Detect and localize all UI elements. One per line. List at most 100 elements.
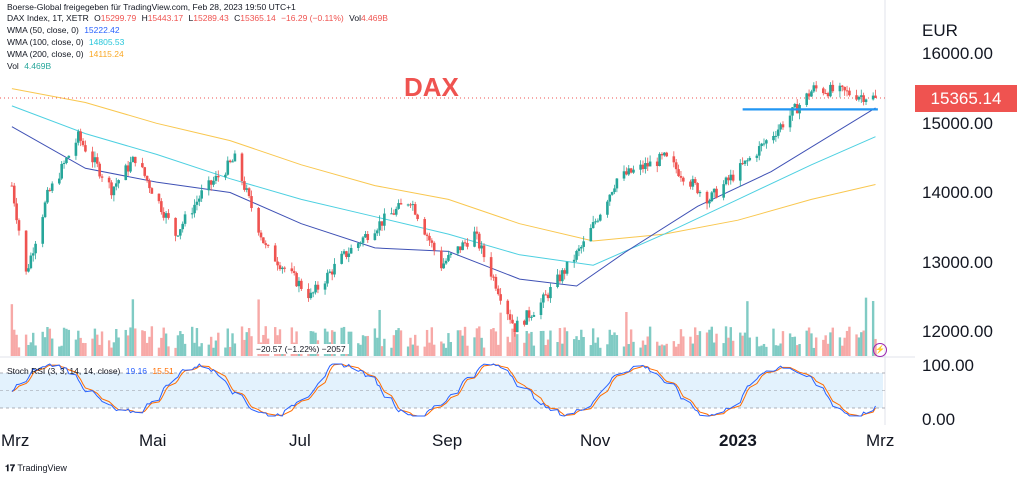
volume-bar	[475, 328, 479, 356]
lightning-icon[interactable]: ⚡	[873, 343, 887, 357]
candle-body	[340, 253, 343, 264]
candle-body	[757, 146, 761, 156]
volume-bar	[466, 345, 469, 356]
candle-body	[131, 156, 135, 163]
candle-body	[107, 177, 111, 183]
x-label-mrz: Mrz	[1, 431, 30, 450]
volume-bar	[409, 337, 412, 356]
candle-body	[859, 95, 863, 97]
candle-body	[646, 163, 650, 167]
candle-body	[838, 85, 842, 92]
stoch-label: Stoch RSI (3, 3, 14, 14, close)	[7, 366, 121, 376]
candle-body	[243, 181, 246, 190]
volume-bar	[48, 328, 52, 356]
candle-body	[499, 294, 502, 301]
candle-body	[333, 263, 336, 275]
tradingview-label: TradingView	[17, 463, 67, 473]
y-tick-14000: 14000.00	[922, 183, 993, 202]
candle-body	[575, 251, 578, 260]
candle-body	[117, 180, 120, 184]
volume-bar	[478, 326, 481, 356]
volume-bar	[43, 337, 47, 356]
volume-bar	[864, 297, 868, 356]
volume-bar	[556, 342, 559, 356]
volume-bar	[376, 337, 379, 356]
volume-bar	[845, 330, 849, 356]
volume-bar	[606, 344, 609, 356]
candle-body	[482, 245, 486, 258]
volume-bar	[516, 334, 519, 356]
candle-body	[463, 242, 467, 244]
volume-bar	[397, 328, 400, 356]
candle-body	[326, 272, 329, 284]
candle-body	[300, 280, 303, 289]
volume-bar	[527, 333, 531, 356]
candle-body	[297, 280, 301, 287]
candle-body	[582, 241, 585, 247]
candle-body	[708, 201, 711, 204]
candle-body	[814, 85, 818, 89]
candle-body	[380, 221, 384, 226]
open-value: 15299.79	[100, 13, 137, 23]
volume-bar	[34, 345, 37, 356]
volume-bar	[831, 327, 835, 356]
volume-bar	[157, 347, 161, 356]
volume-bar	[447, 333, 450, 356]
volume-bar	[558, 328, 562, 356]
candle-body	[663, 152, 666, 156]
candle-body	[233, 153, 237, 162]
candle-body	[247, 188, 251, 197]
volume-bar	[440, 341, 443, 356]
volume-bar	[340, 327, 343, 356]
candle-body	[207, 180, 211, 191]
volume-bar	[698, 331, 702, 356]
volume-bar	[13, 329, 16, 356]
candle-body	[722, 184, 725, 198]
candle-body	[696, 183, 699, 194]
volume-bar	[93, 328, 97, 356]
candle-body	[546, 294, 550, 299]
candle-body	[496, 288, 500, 295]
volume-bar	[326, 331, 329, 356]
indicator-label: Vol	[7, 61, 19, 71]
candle-body	[50, 183, 54, 191]
volume-bar	[530, 331, 533, 356]
candle-body	[639, 164, 642, 170]
volume-bar	[134, 328, 137, 356]
wma-100-line	[11, 105, 876, 266]
candle-body	[124, 165, 128, 181]
candle-body	[807, 93, 811, 97]
candle-body	[655, 161, 659, 167]
candle-body	[150, 188, 154, 194]
candle-body	[416, 214, 419, 220]
indicator-value: 14805.53	[88, 37, 125, 47]
volume-bar	[805, 330, 808, 356]
volume-bar	[395, 330, 398, 356]
candle-body	[157, 193, 161, 202]
tradingview-brand[interactable]: 𝟏𝟕 TradingView	[5, 463, 67, 474]
volume-bar	[414, 334, 417, 356]
volume-bar	[432, 344, 436, 356]
candle-body	[359, 242, 362, 244]
candle-body	[461, 242, 464, 251]
candle-body	[805, 93, 809, 105]
volume-bar	[677, 343, 680, 356]
volume-bar	[364, 336, 367, 356]
open-label: O	[94, 13, 101, 23]
volume-bar	[862, 330, 865, 356]
volume-bar	[41, 331, 44, 356]
volume-bar	[347, 331, 350, 356]
candle-body	[608, 194, 612, 202]
candle-body	[648, 161, 652, 167]
volume-bar	[27, 344, 30, 356]
volume-bar	[489, 329, 493, 356]
indicator-value: 15222.42	[84, 25, 120, 35]
volume-bar	[582, 336, 585, 356]
volume-bar	[561, 343, 564, 356]
candle-body	[266, 244, 270, 246]
candle-body	[447, 255, 450, 261]
candle-body	[693, 179, 697, 184]
volume-bar	[126, 335, 130, 356]
candle-body	[855, 95, 858, 100]
volume-bar	[240, 326, 244, 356]
